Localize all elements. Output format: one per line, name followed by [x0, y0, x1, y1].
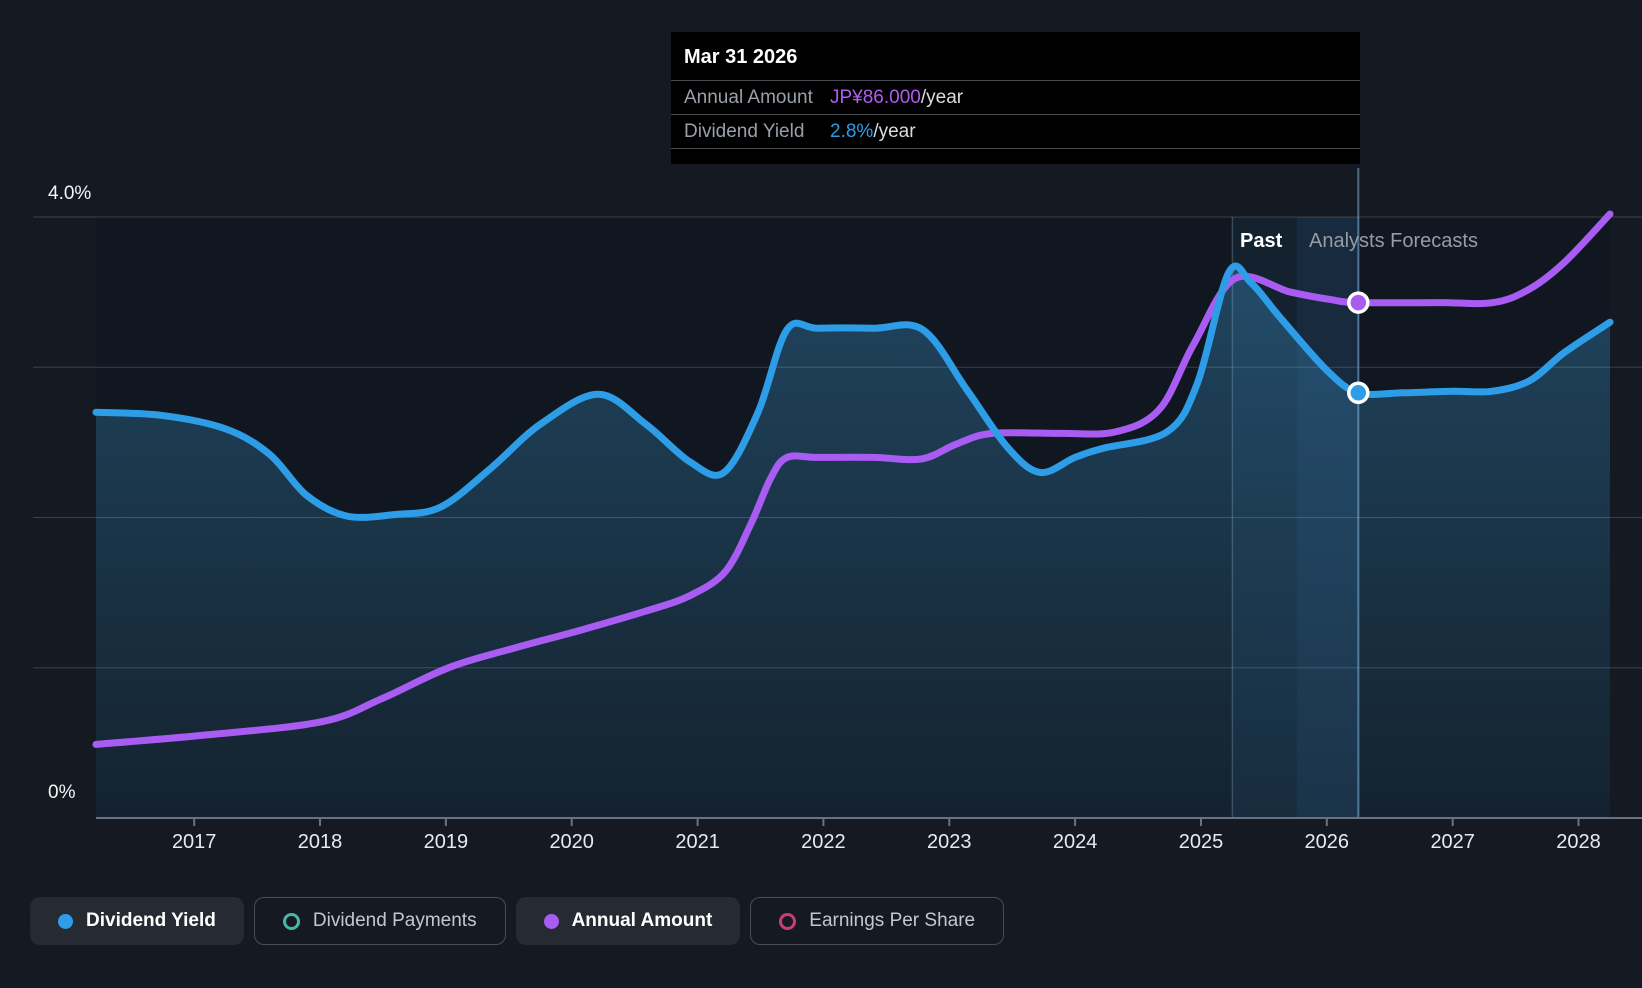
legend: Dividend Yield Dividend Payments Annual … [30, 897, 1005, 945]
past-annotation: Past [1240, 230, 1283, 252]
tooltip-row-annual-amount: Annual Amount JP¥86.000/year [671, 81, 1360, 115]
legend-item-earnings-per-share[interactable]: Earnings Per Share [750, 897, 1005, 945]
chart-tooltip: Mar 31 2026 Annual Amount JP¥86.000/year… [671, 32, 1360, 164]
tooltip-label: Annual Amount [684, 86, 813, 108]
x-axis-label: 2028 [1556, 831, 1601, 853]
y-axis-label-bottom: 0% [48, 782, 76, 803]
legend-label: Dividend Payments [312, 910, 477, 931]
x-axis-label: 2023 [927, 831, 972, 853]
x-axis-label: 2027 [1430, 831, 1475, 853]
annual-amount-marker[interactable] [1347, 291, 1370, 314]
earnings-per-share-ring-icon [779, 912, 797, 930]
x-axis-label: 2020 [549, 831, 594, 853]
dividend-yield-dot-icon [58, 913, 73, 929]
legend-item-dividend-payments[interactable]: Dividend Payments [253, 897, 506, 945]
legend-label: Dividend Yield [86, 910, 216, 931]
legend-label: Earnings Per Share [809, 910, 976, 931]
x-axis-label: 2021 [675, 831, 720, 853]
x-axis-label: 2018 [297, 831, 343, 853]
legend-label: Annual Amount [571, 910, 713, 931]
x-axis-label: 2022 [801, 831, 846, 853]
tooltip-value: JP¥86.000/year [830, 86, 964, 108]
tooltip-value: 2.8%/year [830, 120, 916, 142]
dividend-yield-area [96, 266, 1610, 819]
x-axis-label: 2025 [1178, 831, 1224, 853]
x-axis-label: 2019 [423, 831, 469, 853]
x-axis-label: 2017 [171, 831, 217, 853]
dividend-yield-marker[interactable] [1347, 381, 1370, 405]
tooltip-row-dividend-yield: Dividend Yield 2.8%/year [671, 115, 1360, 149]
annual-amount-dot-icon [543, 913, 559, 929]
x-axis-label: 2026 [1304, 831, 1350, 853]
x-axis-label: 2024 [1052, 831, 1098, 853]
tooltip-label: Dividend Yield [684, 120, 805, 142]
legend-item-annual-amount[interactable]: Annual Amount [515, 897, 741, 945]
analysts-forecasts-annotation: Analysts Forecasts [1309, 230, 1478, 252]
tooltip-date: Mar 31 2026 [671, 32, 1360, 81]
dividend-payments-ring-icon [282, 912, 300, 930]
x-axis: 2017 2018 2019 2020 2021 2022 2023 2024 2025 2026… [0, 831, 1642, 861]
legend-item-dividend-yield[interactable]: Dividend Yield [30, 897, 244, 945]
y-axis-label-top: 4.0% [48, 183, 92, 204]
